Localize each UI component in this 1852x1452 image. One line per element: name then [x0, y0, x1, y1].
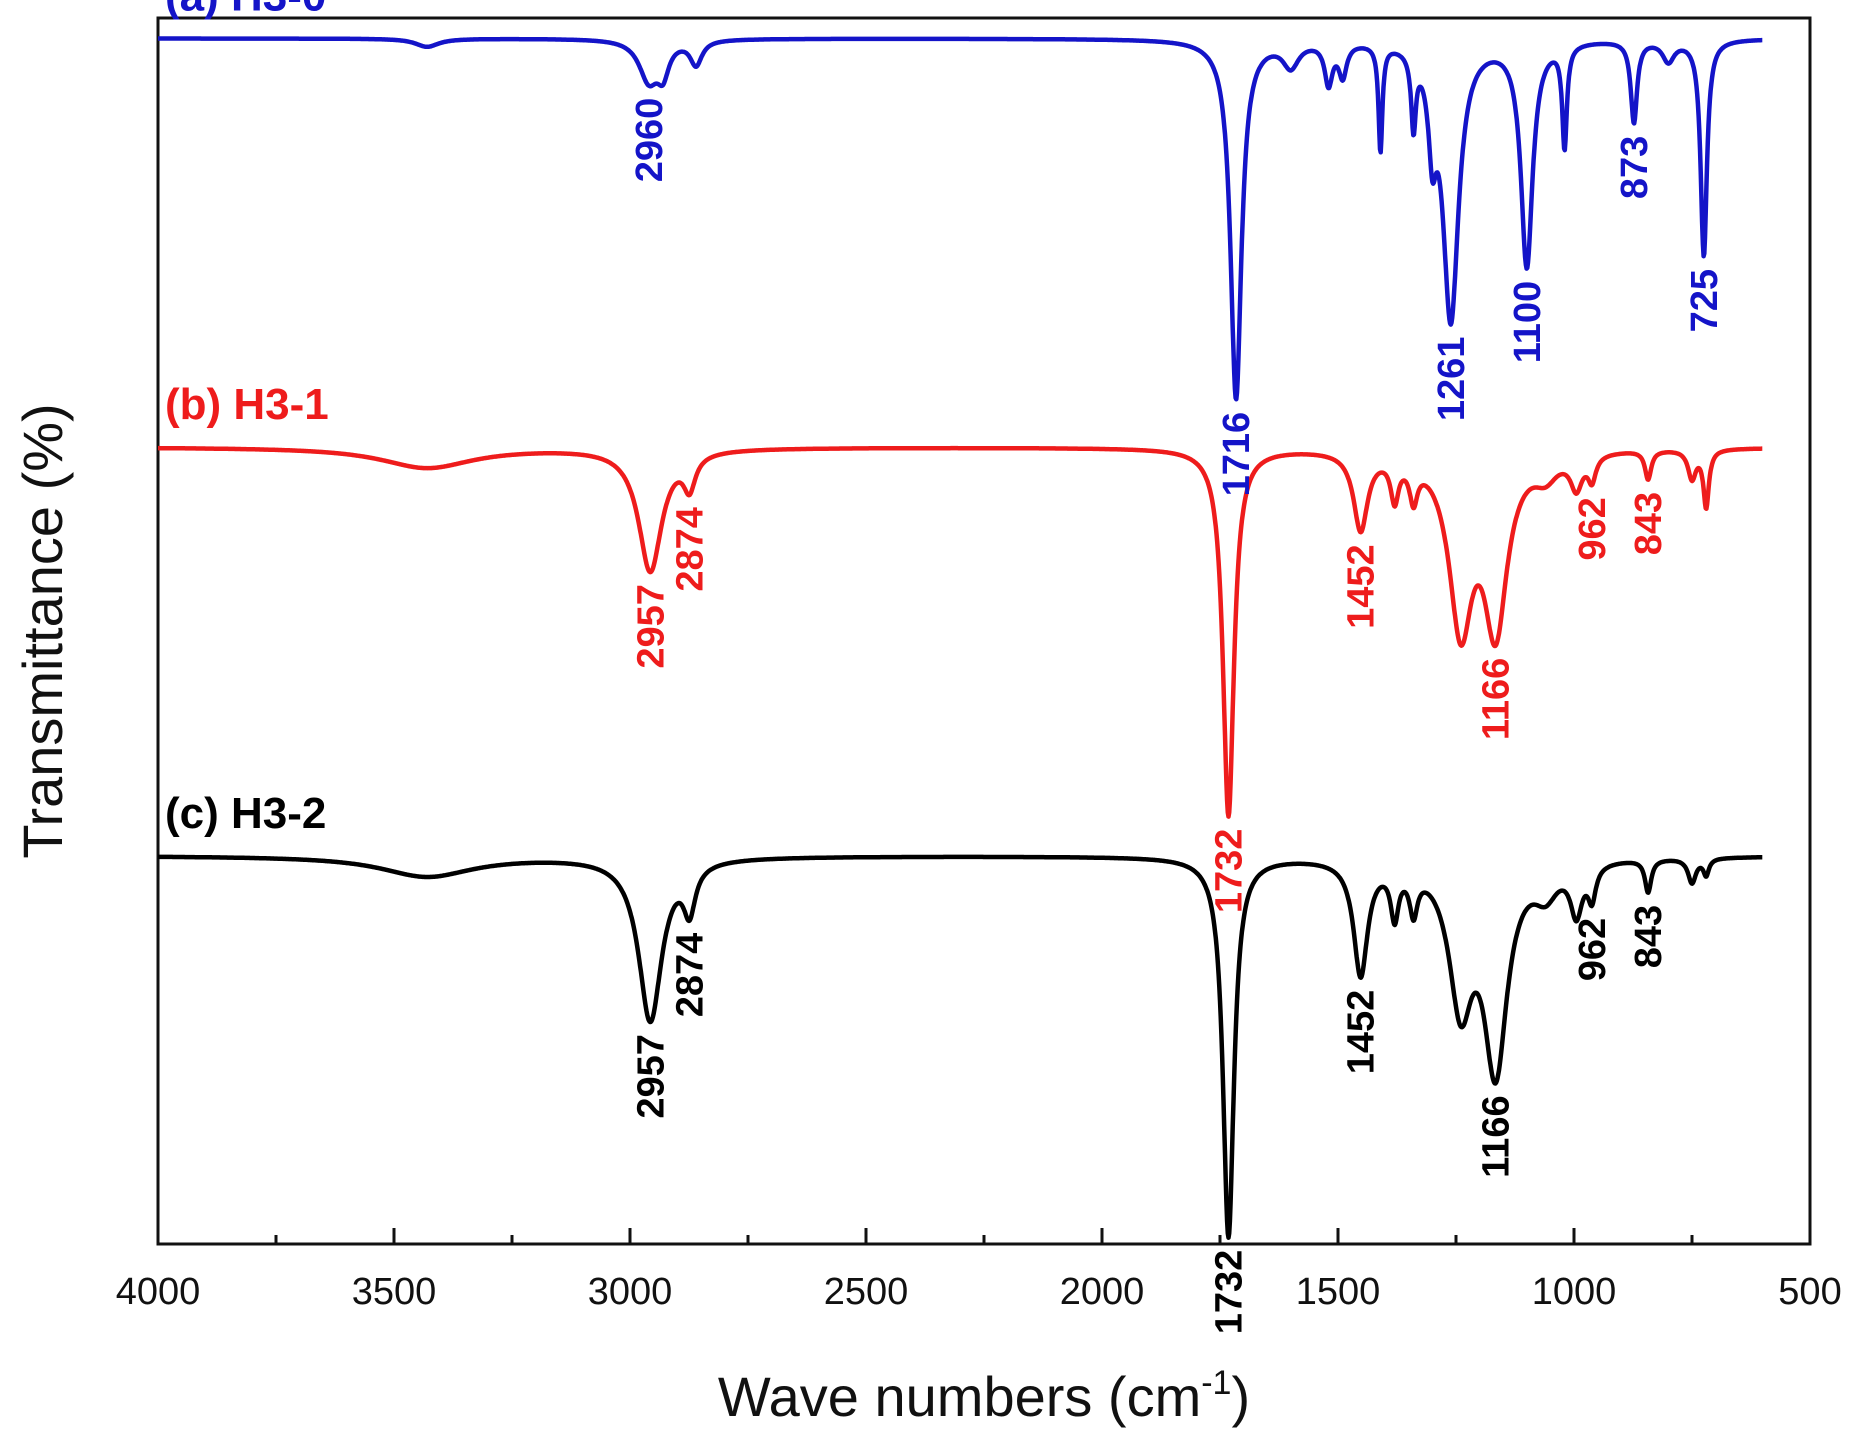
peak-label: 2957 [630, 584, 672, 669]
peak-label: 1452 [1341, 544, 1383, 629]
series-name-1: (a) H3-0 [165, 0, 326, 20]
peak-label: 1100 [1507, 281, 1549, 363]
plot-frame [156, 16, 1812, 1246]
peak-label: 843 [1628, 492, 1670, 555]
x-tick-label: 3000 [588, 1271, 673, 1313]
x-tick-label: 3500 [352, 1271, 437, 1313]
peak-label: 2874 [670, 933, 712, 1018]
peak-label: 962 [1572, 918, 1614, 981]
x-tick-label: 4000 [116, 1271, 201, 1313]
y-axis-label: Transmittance (%) [11, 403, 74, 858]
x-tick-label: 1000 [1532, 1271, 1617, 1313]
x-axis-label: Wave numbers (cm-1) [718, 1364, 1250, 1428]
peak-label: 1732 [1209, 1250, 1251, 1335]
x-tick-label: 2000 [1060, 1271, 1145, 1313]
x-tick-label: 2500 [824, 1271, 909, 1313]
peak-label: 873 [1614, 136, 1656, 199]
peak-label: 725 [1684, 269, 1726, 332]
peak-label: 2960 [629, 98, 671, 183]
x-axis-label-tail: ) [1231, 1365, 1250, 1428]
peak-label: 1716 [1216, 412, 1258, 497]
peak-label: 962 [1572, 497, 1614, 560]
series-line-2 [156, 445, 1764, 819]
series-name-3: (c) H3-2 [165, 789, 326, 838]
x-axis: 4000 3500 3000 2500 2000 1500 1000 500 [116, 1228, 1842, 1313]
peak-labels: (a) H3-0 2960 1716 1261 1100 873 725 (b) H3-1 29… [165, 0, 1726, 1334]
peak-label: 1732 [1209, 829, 1251, 914]
x-tick-label: 1500 [1296, 1271, 1381, 1313]
x-axis-label-main: Wave numbers (cm [718, 1365, 1201, 1428]
peak-label: 843 [1628, 905, 1670, 968]
peak-label: 1166 [1476, 658, 1518, 740]
peak-label: 1452 [1341, 990, 1383, 1075]
series-line-3 [156, 854, 1764, 1240]
series-line-1 [156, 36, 1764, 402]
peak-label: 1261 [1431, 337, 1473, 422]
peak-label: 2957 [630, 1034, 672, 1119]
x-axis-label-sup: -1 [1201, 1364, 1231, 1402]
series-layer [156, 36, 1764, 1240]
peak-label: 1166 [1476, 1095, 1518, 1177]
x-tick-label: 500 [1778, 1271, 1841, 1313]
series-name-2: (b) H3-1 [165, 380, 329, 429]
peak-label: 2874 [670, 507, 712, 592]
